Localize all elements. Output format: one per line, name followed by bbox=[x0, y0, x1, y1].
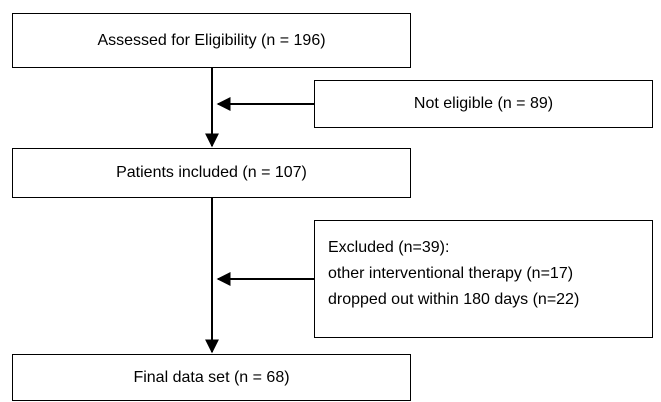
assessed-box: Assessed for Eligibility (n = 196) bbox=[12, 13, 411, 68]
final-label: Final data set (n = 68) bbox=[133, 368, 290, 386]
excluded-title: Excluded (n=39): bbox=[328, 239, 450, 256]
excluded-reason-dropped-out: dropped out within 180 days (n=22) bbox=[328, 291, 580, 308]
excluded-reason-interventional: other interventional therapy (n=17) bbox=[328, 265, 574, 282]
not-eligible-label: Not eligible (n = 89) bbox=[413, 95, 554, 112]
included-label: Patients included (n = 107) bbox=[116, 164, 307, 181]
not-eligible-box: Not eligible (n = 89) bbox=[314, 80, 653, 128]
excluded-box: Excluded (n=39): other interventional th… bbox=[314, 220, 653, 338]
final-box: Final data set (n = 68) bbox=[12, 354, 411, 401]
included-box: Patients included (n = 107) bbox=[12, 148, 411, 198]
assessed-label: Assessed for Eligibility (n = 196) bbox=[97, 31, 326, 49]
